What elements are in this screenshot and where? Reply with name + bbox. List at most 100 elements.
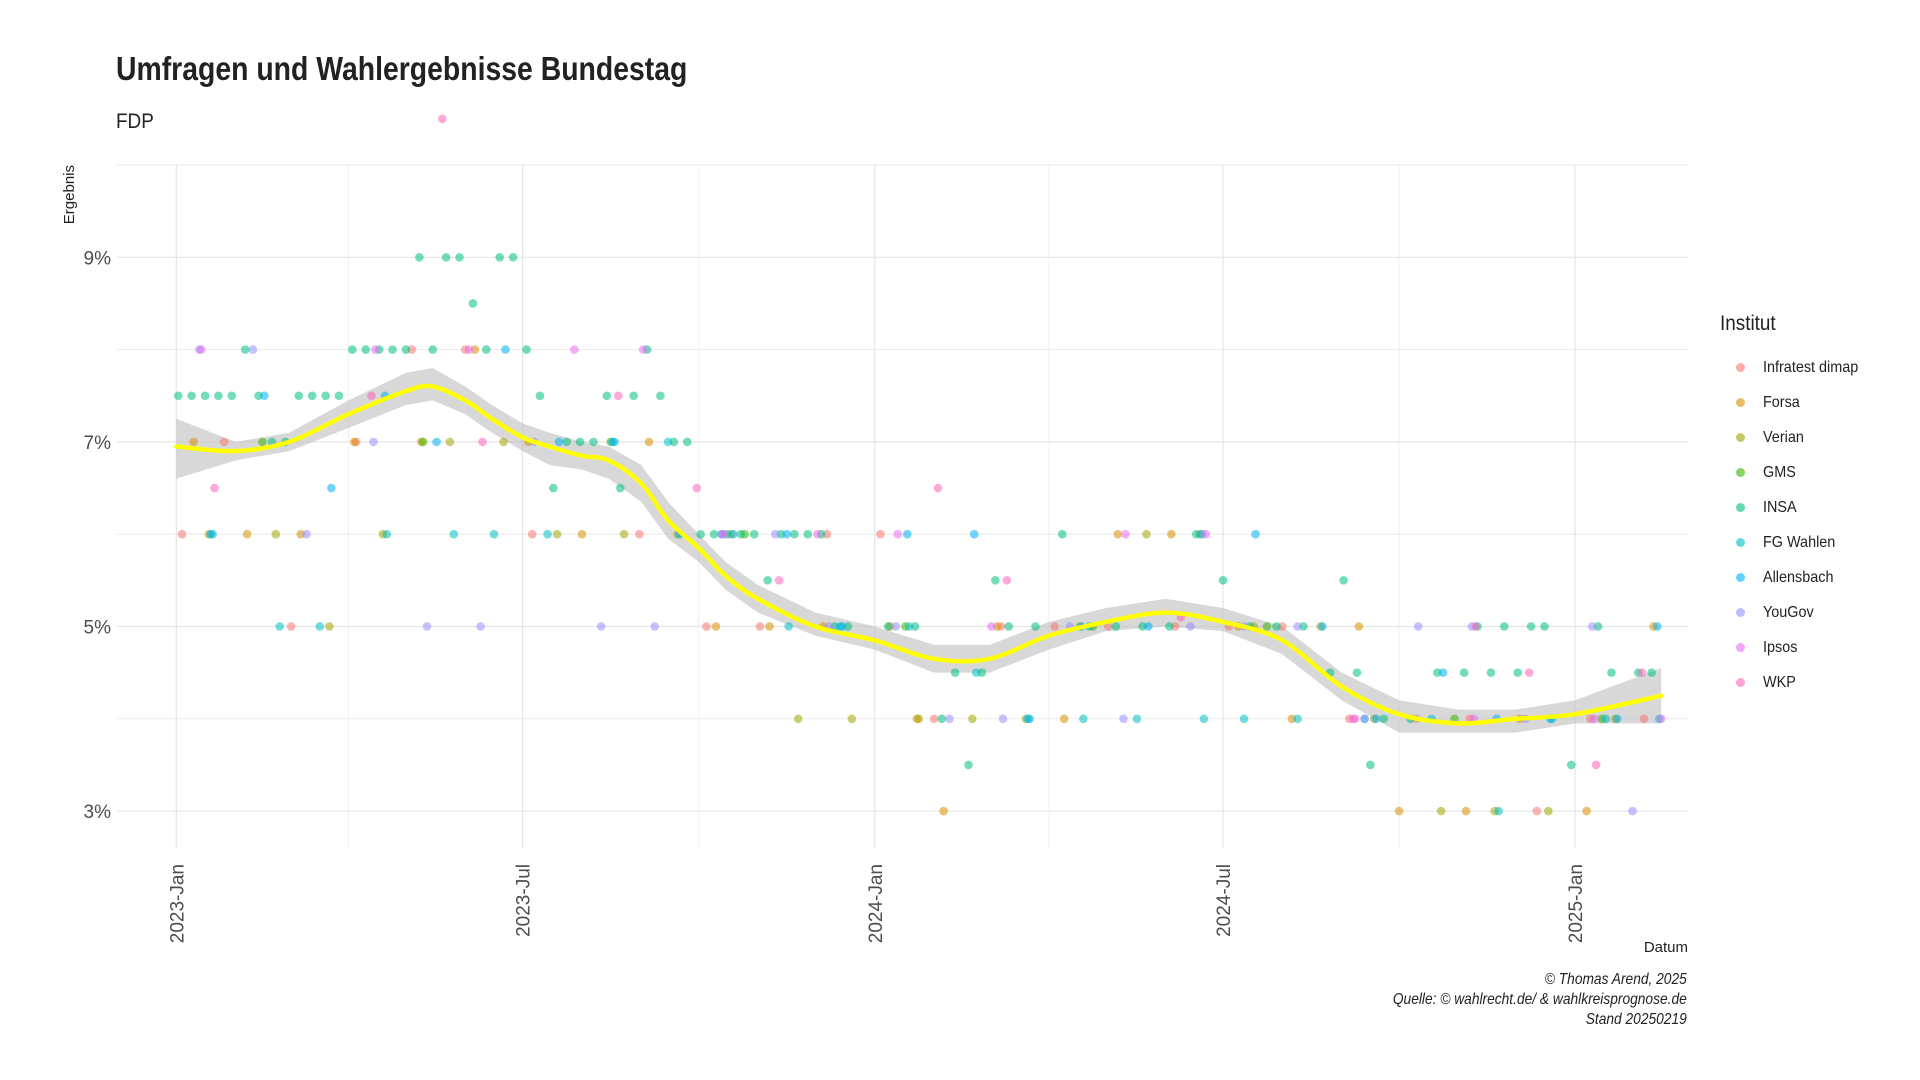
legend-label: INSA: [1763, 498, 1797, 516]
data-point: [615, 483, 625, 493]
data-point: [1293, 622, 1302, 631]
data-point: [1639, 714, 1649, 724]
legend-item: FG Wahlen: [1720, 525, 1869, 560]
data-point: [1004, 622, 1014, 631]
legend-dot-icon: [1736, 538, 1745, 547]
data-point: [1318, 622, 1327, 631]
data-point: [455, 252, 464, 262]
data-point: [214, 391, 223, 401]
data-point: [1589, 714, 1599, 724]
data-point: [650, 622, 659, 631]
data-point: [575, 437, 585, 447]
data-point: [1251, 529, 1260, 539]
data-point: [602, 391, 612, 401]
data-point: [428, 345, 438, 354]
legend-item: INSA: [1720, 490, 1869, 525]
data-point: [522, 345, 531, 354]
data-point: [271, 529, 281, 539]
data-point: [1121, 529, 1130, 539]
data-point: [227, 391, 237, 401]
data-point: [1656, 714, 1666, 724]
legend-label: Allensbach: [1763, 568, 1834, 586]
data-point: [945, 714, 954, 724]
data-point: [696, 529, 705, 539]
data-point: [644, 437, 654, 447]
data-point: [614, 391, 623, 401]
data-point: [369, 437, 378, 447]
data-point: [552, 529, 562, 539]
data-point: [570, 345, 579, 354]
data-point: [939, 806, 948, 816]
data-point: [286, 622, 296, 631]
data-point: [1486, 668, 1496, 677]
x-tick-label: 2025-Jan: [1566, 864, 1587, 943]
data-point: [1239, 714, 1249, 724]
data-point: [432, 437, 441, 447]
data-point: [1438, 668, 1448, 677]
data-point: [1566, 760, 1576, 770]
data-point: [1653, 622, 1662, 631]
x-tick-label: 2024-Jul: [1214, 864, 1235, 937]
data-point: [1201, 529, 1211, 539]
data-point: [508, 252, 518, 262]
legend-item: Verian: [1720, 420, 1869, 455]
data-point: [1540, 622, 1549, 631]
data-point: [774, 576, 784, 585]
data-point: [1144, 622, 1153, 631]
data-point: [803, 529, 813, 539]
data-point: [548, 483, 558, 493]
data-point: [635, 529, 644, 539]
data-point: [1494, 806, 1503, 816]
data-point: [173, 391, 183, 401]
data-point: [904, 622, 914, 631]
data-point: [382, 529, 392, 539]
data-point: [1350, 714, 1360, 724]
legend-item: Infratest dimap: [1720, 350, 1869, 385]
data-point: [790, 529, 799, 539]
legend-item: Forsa: [1720, 385, 1869, 420]
data-point: [1079, 714, 1088, 724]
data-point: [1354, 622, 1364, 631]
data-point: [1002, 576, 1012, 585]
data-point: [1165, 622, 1174, 631]
legend-dot-icon: [1736, 608, 1745, 617]
series-gms: [258, 437, 1607, 724]
legend-dot-icon: [1736, 468, 1745, 477]
legend-dot-icon: [1736, 643, 1745, 652]
data-point: [1524, 668, 1534, 677]
data-point: [315, 622, 325, 631]
legend-dot-icon: [1736, 433, 1745, 442]
data-point: [711, 622, 721, 631]
data-point: [1637, 668, 1647, 677]
data-point: [302, 529, 311, 539]
data-point: [437, 114, 447, 124]
legend: Institut Infratest dimap Forsa Verian GMS IN…: [1720, 312, 1869, 700]
data-point: [1111, 622, 1121, 631]
y-tick-label: 5%: [84, 617, 112, 638]
legend-label: Verian: [1763, 428, 1804, 446]
data-point: [418, 437, 428, 447]
y-tick-label: 9%: [84, 248, 112, 269]
data-point: [1532, 806, 1542, 816]
data-point: [736, 529, 746, 539]
data-point: [401, 345, 411, 354]
data-point: [1436, 806, 1446, 816]
data-point: [388, 345, 397, 354]
chart-subtitle: FDP: [116, 110, 154, 133]
legend-dot-icon: [1736, 363, 1745, 372]
data-point: [196, 345, 206, 354]
legend-item: Allensbach: [1720, 560, 1869, 595]
data-point: [891, 622, 901, 631]
data-point: [1413, 622, 1423, 631]
data-point: [210, 483, 219, 493]
data-point: [728, 529, 738, 539]
data-point: [596, 622, 606, 631]
data-point: [367, 391, 376, 401]
data-point: [902, 529, 912, 539]
data-point: [937, 714, 947, 724]
data-point: [964, 760, 973, 770]
data-point: [449, 529, 459, 539]
data-point: [1167, 529, 1176, 539]
data-point: [219, 437, 229, 447]
data-point: [1612, 714, 1622, 724]
